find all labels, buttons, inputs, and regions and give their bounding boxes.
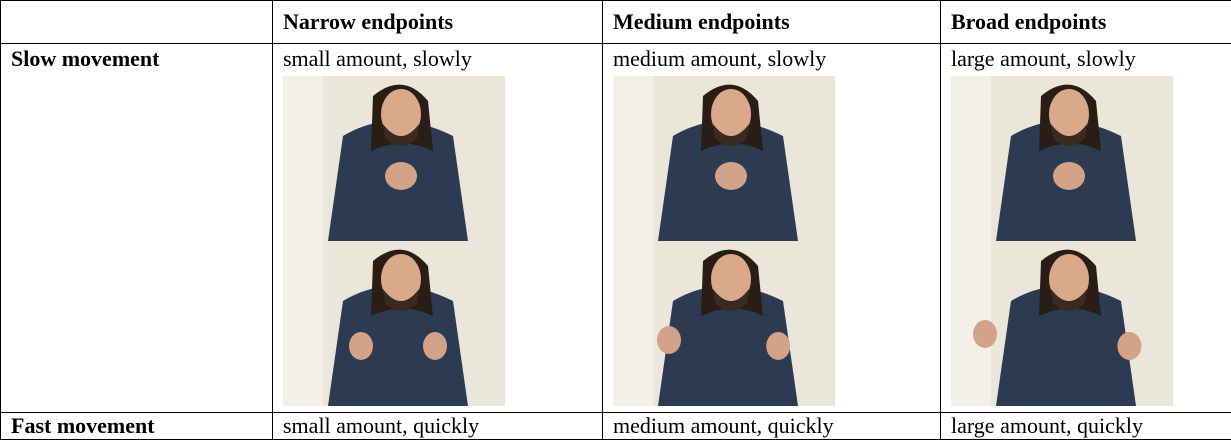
row-label: Slow movement — [11, 46, 160, 71]
wall-light — [283, 76, 323, 241]
video-frames — [613, 76, 930, 406]
table-cell: large amount, slowly — [940, 43, 1231, 413]
wall-light — [613, 241, 653, 406]
column-header: Narrow endpoints — [272, 0, 603, 44]
photo — [613, 241, 835, 406]
hand — [657, 326, 681, 354]
column-header: Broad endpoints — [940, 0, 1231, 44]
hands — [715, 162, 747, 190]
beard — [383, 289, 419, 311]
table-row: Slow movement small amount, slowly mediu… — [0, 43, 1231, 413]
hands — [385, 162, 417, 190]
beard — [1051, 124, 1087, 146]
wall-light — [613, 76, 653, 241]
column-header: Medium endpoints — [602, 0, 941, 44]
hand — [423, 332, 447, 360]
photo — [283, 76, 505, 241]
table-cell: medium amount, quickly — [602, 412, 941, 440]
face — [1049, 254, 1089, 304]
photo — [613, 76, 835, 241]
hand — [766, 332, 791, 360]
row-header: Fast movement — [0, 412, 273, 440]
header-row: Narrow endpoints Medium endpoints Broad … — [0, 0, 1231, 44]
cell-text: small amount, quickly — [283, 413, 480, 439]
face — [711, 89, 751, 139]
wall-light — [283, 241, 323, 406]
beard — [1051, 289, 1087, 311]
table-cell: small amount, slowly — [272, 43, 603, 413]
wall-light — [951, 76, 991, 241]
hand — [973, 320, 997, 348]
cell-text: medium amount, slowly — [613, 46, 827, 71]
beard — [383, 124, 419, 146]
hand — [349, 332, 373, 360]
corner-cell — [0, 0, 273, 44]
face — [381, 254, 421, 304]
video-frames — [283, 76, 592, 406]
table-cell: medium amount, slowly — [602, 43, 941, 413]
cell-text: large amount, slowly — [951, 46, 1136, 71]
row-header: Slow movement — [0, 43, 273, 413]
photo — [951, 76, 1173, 241]
beard — [713, 124, 749, 146]
video-frames — [951, 76, 1221, 406]
photo — [283, 241, 505, 406]
cell-text: large amount, quickly — [951, 413, 1144, 439]
beard — [713, 289, 749, 311]
table-cell: small amount, quickly — [272, 412, 603, 440]
cell-text: small amount, slowly — [283, 46, 472, 71]
face — [1049, 89, 1089, 139]
table-cell: large amount, quickly — [940, 412, 1231, 440]
photo — [951, 241, 1173, 406]
hand — [1117, 332, 1142, 360]
table-row: Fast movement small amount, quickly medi… — [0, 412, 1231, 440]
row-label: Fast movement — [11, 413, 155, 439]
cell-text: medium amount, quickly — [613, 413, 834, 439]
face — [711, 254, 751, 304]
hands — [1053, 162, 1085, 190]
face — [381, 89, 421, 139]
